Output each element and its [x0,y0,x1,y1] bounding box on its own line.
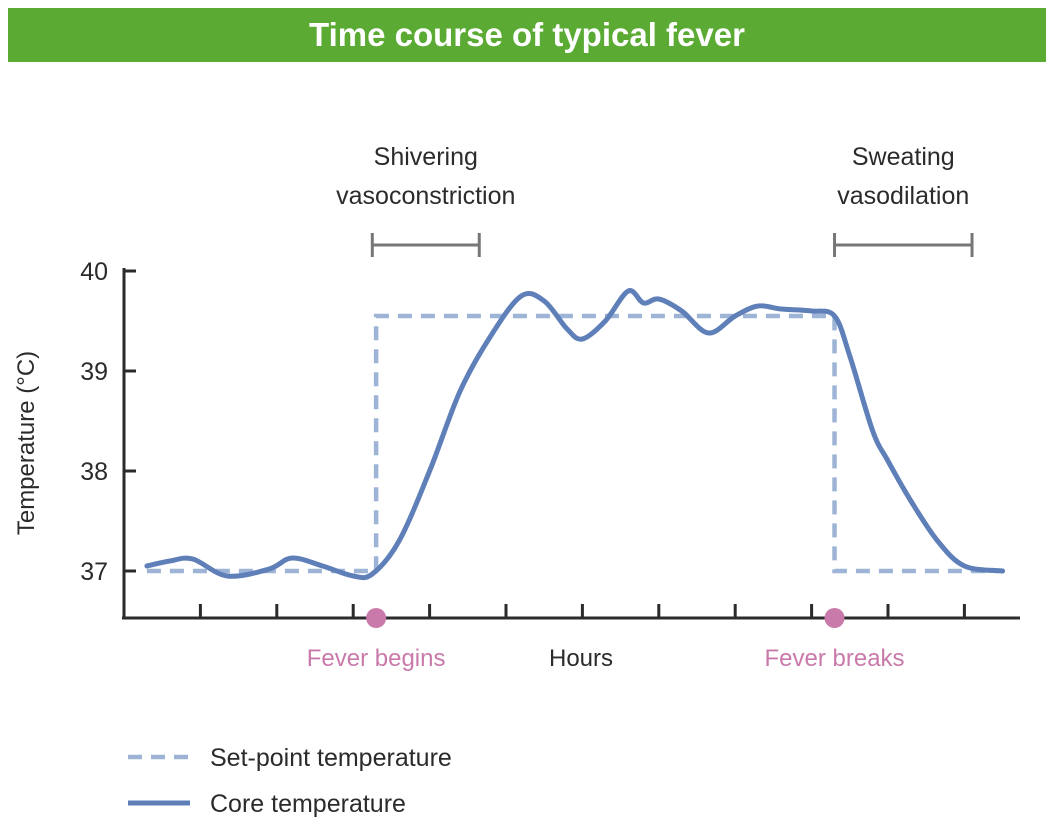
event-label-0: Fever begins [307,645,446,672]
annotation-line2-0: vasoconstriction [336,182,515,210]
legend-label-1: Core temperature [210,790,406,818]
chart-title: Time course of typical fever [309,16,745,53]
y-axis-label: Temperature (°C) [13,351,40,535]
event-marker-0 [366,608,387,628]
y-tick-label-38: 38 [80,458,108,486]
y-tick-label-37: 37 [80,558,108,586]
annotation-line1-0: Shivering [374,143,478,171]
annotation-line2-1: vasodilation [837,182,969,210]
annotation-line1-1: Sweating [852,143,955,171]
series-core-line [144,288,1006,581]
event-marker-1 [824,608,845,628]
series-set-point-line [146,313,1003,574]
y-tick-label-39: 39 [80,358,108,386]
y-tick-label-40: 40 [80,258,108,286]
event-label-1: Fever breaks [764,645,904,672]
x-axis-label: Hours [549,645,613,672]
title-bar: Time course of typical fever [8,8,1046,62]
legend-label-0: Set-point temperature [210,744,452,772]
